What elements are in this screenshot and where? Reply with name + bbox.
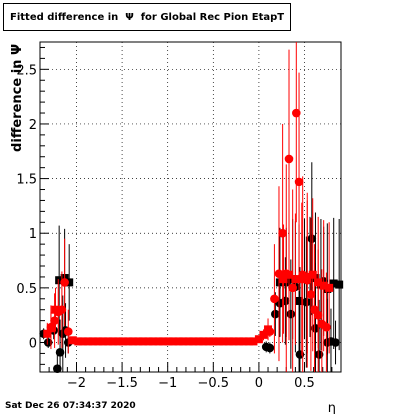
data-point-square — [114, 337, 123, 346]
data-point-square — [214, 337, 223, 346]
data-point — [284, 154, 294, 164]
data-point-square — [291, 275, 300, 284]
data-point-square — [259, 330, 268, 339]
data-point — [322, 322, 331, 332]
data-point — [292, 108, 301, 118]
data-point-square — [297, 275, 306, 284]
y-axis-label: difference in Ψ — [10, 44, 25, 152]
data-point-square — [285, 270, 294, 279]
data-point-square — [88, 337, 97, 346]
data-point — [57, 305, 67, 315]
data-point — [288, 283, 297, 293]
data-point-square — [68, 336, 77, 345]
data-point-square — [139, 337, 148, 346]
data-point-square — [74, 337, 83, 346]
data-point-square — [279, 275, 288, 284]
data-point — [53, 364, 62, 374]
data-point-square — [164, 337, 173, 346]
y-tick-label: 1 — [29, 227, 37, 242]
data-point-square — [94, 337, 103, 346]
data-point-square — [184, 337, 193, 346]
data-point-square — [335, 280, 344, 289]
data-point-square — [209, 337, 218, 346]
data-point-square — [314, 278, 323, 287]
data-point-square — [55, 276, 64, 285]
y-tick-label: 0 — [29, 336, 37, 351]
data-point-square — [234, 337, 243, 346]
data-point — [331, 338, 340, 347]
x-axis-label: η — [328, 401, 336, 414]
data-point-square — [46, 324, 55, 333]
data-point — [271, 309, 280, 319]
data-point-square — [199, 337, 208, 346]
data-point-square — [43, 329, 52, 338]
data-point — [270, 294, 279, 304]
y-tick-label: 2.5 — [16, 63, 37, 78]
data-point-square — [219, 337, 228, 346]
data-point — [60, 278, 69, 287]
data-point — [63, 327, 73, 336]
data-point-square — [84, 337, 93, 346]
data-point-square — [239, 337, 248, 346]
data-point — [306, 290, 316, 299]
data-point — [55, 348, 65, 357]
data-point-square — [134, 337, 143, 346]
data-point-square — [108, 337, 117, 346]
data-point-square — [154, 337, 163, 346]
series-4 — [43, 198, 334, 356]
data-point-square — [179, 337, 188, 346]
data-point-square — [189, 337, 198, 346]
data-point-square — [51, 305, 60, 314]
data-point-square — [224, 337, 233, 346]
data-point — [302, 297, 311, 307]
y-tick-label: 2 — [29, 118, 37, 133]
data-point — [307, 234, 317, 243]
data-point-square — [144, 337, 153, 346]
data-point-square — [244, 337, 253, 346]
data-point-square — [149, 337, 158, 346]
data-point — [50, 316, 59, 325]
data-point-square — [329, 279, 338, 288]
data-point-square — [229, 337, 238, 346]
data-point — [286, 309, 296, 319]
y-tick-label: 1.5 — [16, 173, 37, 188]
data-point-square — [194, 337, 203, 346]
data-point-square — [325, 283, 334, 292]
data-point-square — [104, 337, 113, 346]
x-tick-label: 0 — [255, 376, 263, 391]
data-point-square — [249, 337, 258, 346]
data-point-square — [295, 296, 304, 305]
data-point-square — [98, 337, 107, 346]
x-tick-label: −0.5 — [198, 376, 230, 391]
data-point-square — [159, 337, 168, 346]
data-point — [43, 338, 53, 347]
x-tick-label: 0.5 — [294, 376, 315, 391]
data-point-square — [65, 278, 74, 287]
y-tick-label: 0.5 — [16, 282, 37, 297]
data-point-square — [124, 337, 133, 346]
date-stamp: Sat Dec 26 07:34:37 2020 — [5, 401, 136, 411]
x-tick-label: −1 — [158, 376, 177, 391]
data-point-square — [303, 272, 312, 281]
data-point-square — [204, 337, 213, 346]
chart-title: Fitted difference in Ψ for Global Rec Pi… — [3, 3, 292, 31]
data-point-square — [169, 337, 178, 346]
data-point-square — [119, 337, 128, 346]
data-point — [265, 343, 275, 353]
data-point-square — [319, 281, 328, 290]
data-point-square — [308, 270, 317, 279]
x-tick-label: −2 — [67, 376, 86, 391]
data-point-square — [254, 335, 263, 344]
data-point-square — [264, 325, 273, 334]
data-point — [294, 177, 304, 187]
data-point — [278, 228, 287, 238]
x-tick-label: −1.5 — [106, 376, 138, 391]
data-point-square — [174, 337, 183, 346]
data-point-square — [129, 337, 138, 346]
data-point — [314, 350, 324, 359]
data-point-square — [78, 337, 87, 346]
